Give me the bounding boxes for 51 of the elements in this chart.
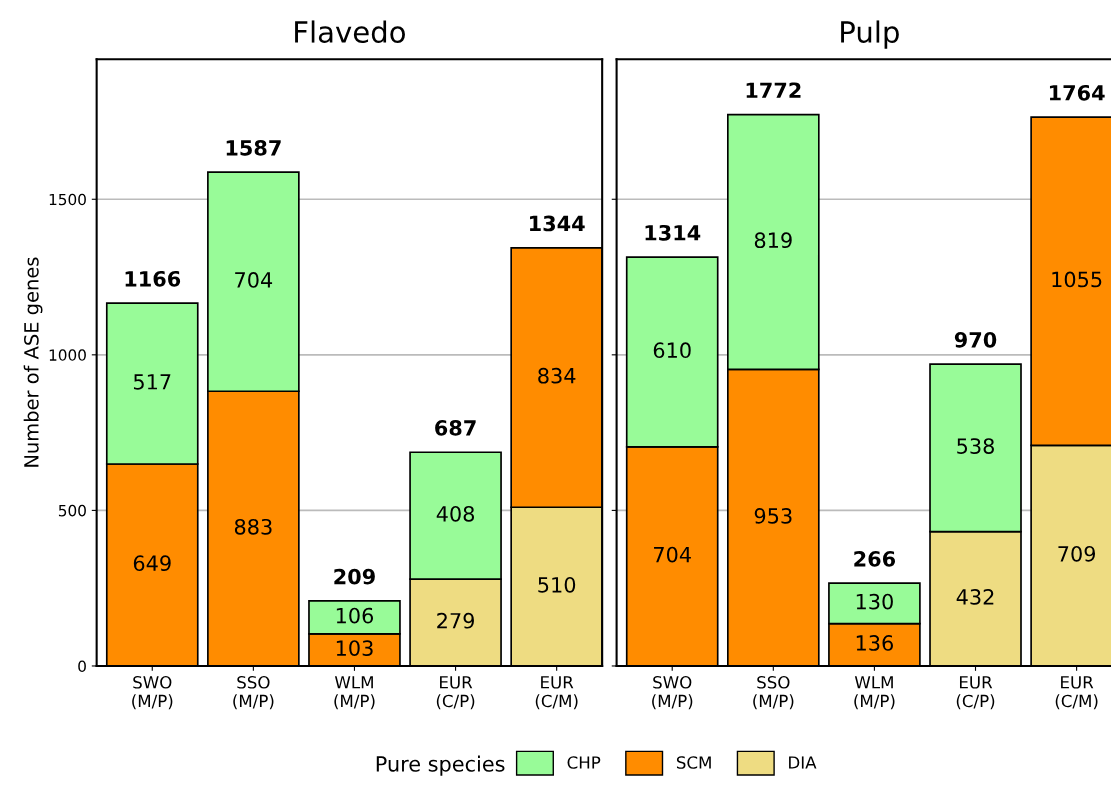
legend-title: Pure species (376, 755, 505, 776)
y-tick-label: 1500 (49, 193, 86, 206)
total-label: 1587 (226, 139, 281, 156)
legend-label: DIA (789, 756, 817, 769)
legend-label: SCM (676, 756, 711, 769)
y-tick-label: 500 (58, 504, 86, 517)
data-label: 1055 (1052, 271, 1102, 288)
total-label: 209 (334, 568, 375, 585)
y-tick-label: 0 (78, 660, 86, 672)
legend-label: CHP (567, 756, 601, 769)
total-label: 970 (954, 331, 997, 348)
data-label: 709 (1058, 545, 1096, 562)
y-tick-label: 1000 (49, 349, 86, 361)
x-tick-label: SSO (M/P) (233, 675, 274, 710)
x-tick-label: SWO (M/P) (132, 675, 173, 710)
y-axis-title: Number of ASE genes (23, 257, 43, 467)
data-label: 408 (436, 505, 475, 522)
data-label: 432 (956, 589, 994, 605)
x-tick-label: SWO (M/P) (652, 675, 693, 710)
total-label: 1772 (746, 82, 801, 98)
total-label: 687 (435, 419, 476, 436)
data-label: 610 (653, 342, 691, 359)
total-label: 266 (854, 550, 896, 567)
data-label: 883 (234, 518, 272, 535)
data-label: 106 (336, 607, 374, 624)
total-label: 1344 (530, 215, 585, 232)
data-label: 538 (957, 438, 994, 454)
data-label: 130 (856, 593, 893, 610)
x-tick-label: EUR (C/M) (1055, 676, 1098, 710)
total-label: 1764 (1049, 84, 1105, 101)
chart-title: Flavedo (295, 20, 405, 43)
x-tick-label: WLM (M/P) (854, 676, 895, 710)
data-label: 704 (654, 546, 691, 563)
x-tick-label: EUR (C/P) (436, 676, 475, 710)
data-label: 704 (235, 272, 273, 288)
data-label: 279 (437, 612, 474, 629)
x-tick-label: SSO (M/P) (753, 675, 794, 710)
chart-title: Pulp (841, 20, 899, 49)
x-tick-label: EUR (C/M) (535, 676, 578, 710)
x-tick-label: EUR (C/P) (956, 676, 995, 710)
data-label: 819 (754, 232, 792, 249)
data-label: 136 (856, 635, 893, 651)
data-label: 103 (336, 640, 373, 656)
data-label: 517 (133, 374, 171, 390)
data-label: 834 (538, 367, 576, 384)
total-label: 1166 (125, 270, 181, 287)
data-label: 953 (754, 508, 792, 524)
total-label: 1314 (645, 224, 701, 241)
x-tick-label: WLM (M/P) (334, 676, 375, 710)
data-label: 649 (133, 555, 171, 572)
data-label: 510 (538, 576, 576, 593)
